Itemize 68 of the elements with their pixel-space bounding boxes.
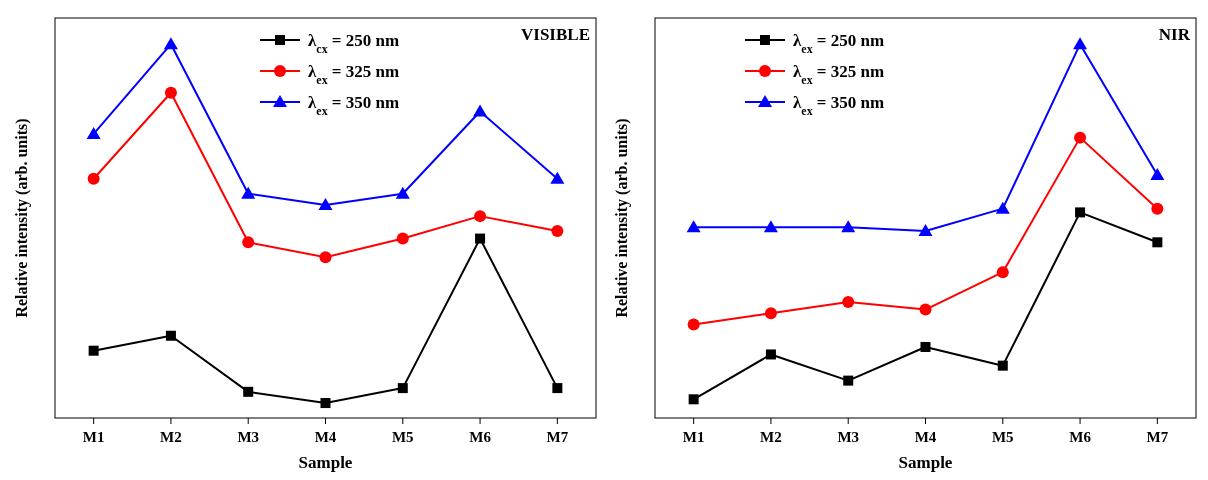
point xyxy=(996,266,1009,279)
point xyxy=(688,394,699,405)
point xyxy=(550,171,565,184)
x-tick-label: M5 xyxy=(391,429,414,445)
point xyxy=(764,307,777,320)
point xyxy=(88,345,99,356)
y-axis-title: Relative intensity (arb. units) xyxy=(13,118,31,318)
point xyxy=(474,210,487,223)
point xyxy=(687,318,700,331)
point xyxy=(395,186,410,199)
point xyxy=(843,375,854,386)
point xyxy=(551,225,564,238)
chart-title: NIR xyxy=(1158,25,1191,44)
x-tick-label: M2 xyxy=(160,429,182,445)
point xyxy=(475,233,486,244)
legend-label: λ$_{cx}$ = 250 nm xyxy=(308,31,400,56)
point xyxy=(241,186,256,199)
point xyxy=(918,224,933,237)
legend-label: λ$_{ex}$ = 350 nm xyxy=(793,93,885,118)
point xyxy=(1150,168,1165,181)
x-tick-label: M4 xyxy=(314,429,337,445)
x-tick-label: M1 xyxy=(82,429,105,445)
point xyxy=(87,172,100,185)
x-axis-title: Sample xyxy=(898,453,953,472)
point xyxy=(242,236,255,249)
point xyxy=(396,232,409,245)
point xyxy=(919,303,932,316)
point xyxy=(686,220,701,233)
point xyxy=(997,360,1008,371)
point xyxy=(318,197,333,210)
chart-title: VISIBLE xyxy=(521,25,590,44)
x-tick-label: M4 xyxy=(914,429,937,445)
point xyxy=(165,330,176,341)
point xyxy=(1074,131,1087,144)
point xyxy=(164,86,177,99)
x-tick-label: M6 xyxy=(1069,429,1092,445)
point xyxy=(243,386,254,397)
legend-label: λ$_{ex}$ = 350 nm xyxy=(308,93,400,118)
x-tick-label: M2 xyxy=(760,429,782,445)
point xyxy=(473,104,488,117)
point xyxy=(552,383,563,394)
point xyxy=(86,126,101,139)
x-tick-label: M5 xyxy=(991,429,1014,445)
x-tick-label: M7 xyxy=(546,429,569,445)
point xyxy=(319,251,332,264)
point xyxy=(920,341,931,352)
x-tick-label: M7 xyxy=(1146,429,1169,445)
point xyxy=(1073,37,1088,50)
legend-label: λ$_{ex}$ = 250 nm xyxy=(793,31,885,56)
point xyxy=(1152,237,1163,248)
point xyxy=(1075,207,1086,218)
x-tick-label: M3 xyxy=(837,429,860,445)
point xyxy=(842,296,855,309)
point xyxy=(397,383,408,394)
point xyxy=(163,37,178,50)
point xyxy=(1151,202,1164,215)
y-axis-title: Relative intensity (arb. units) xyxy=(613,118,631,318)
x-axis-title: Sample xyxy=(298,453,353,472)
point xyxy=(765,349,776,360)
point xyxy=(763,220,778,233)
point xyxy=(320,398,331,409)
x-tick-label: M1 xyxy=(682,429,705,445)
legend-label: λ$_{ex}$ = 325 nm xyxy=(793,62,885,87)
point xyxy=(841,220,856,233)
point xyxy=(995,201,1010,214)
x-tick-label: M3 xyxy=(237,429,260,445)
x-tick-label: M6 xyxy=(469,429,492,445)
legend-label: λ$_{ex}$ = 325 nm xyxy=(308,62,400,87)
